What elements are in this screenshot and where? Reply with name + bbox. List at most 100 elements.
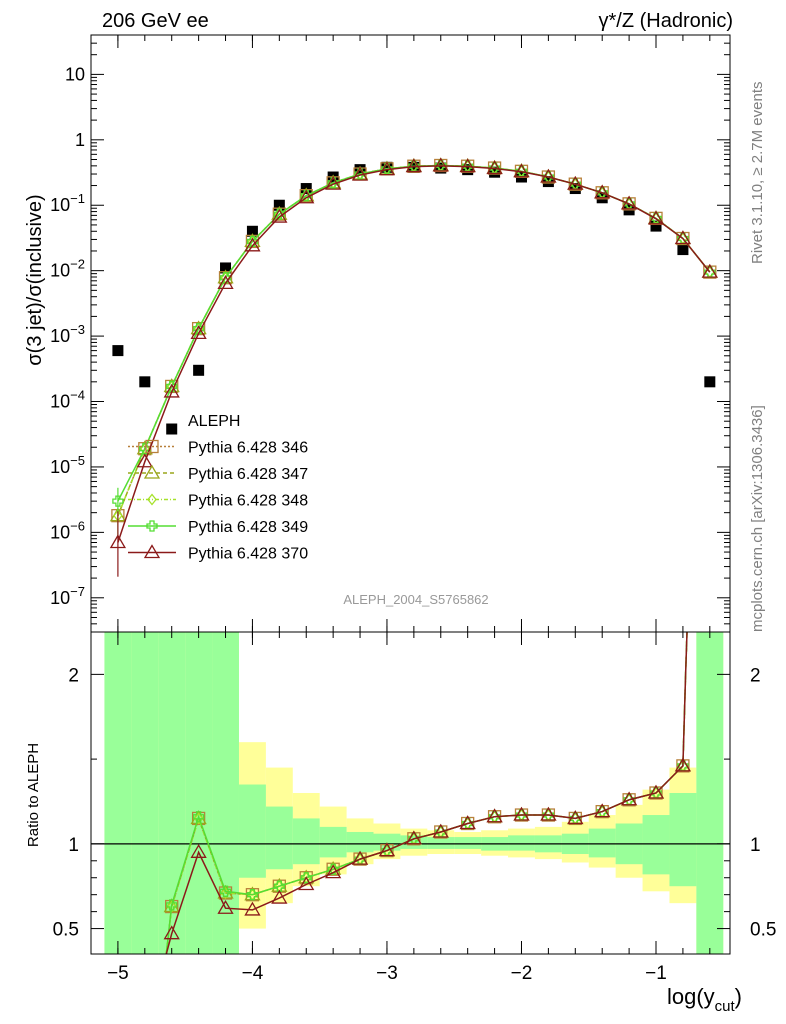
band-inner [346, 831, 374, 853]
header-right: γ*/Z (Hadronic) [599, 10, 733, 32]
ratio-point [192, 811, 205, 823]
ratio-point [459, 815, 476, 830]
legend-entry-aleph: ALEPH [188, 413, 240, 430]
main-frame [90, 34, 731, 633]
band-inner [454, 837, 482, 849]
data-point [136, 453, 153, 468]
y-tick-label: 1 [75, 130, 85, 150]
y-tick-label: 10−7 [50, 584, 85, 608]
y-tick-label: 10−1 [50, 191, 85, 215]
data-point [674, 230, 692, 245]
y-tick-label: 10−3 [50, 322, 85, 346]
ratio-point [674, 757, 692, 772]
band-inner [642, 815, 670, 875]
series-line [117, 164, 711, 516]
x-tick-label: −3 [376, 963, 398, 984]
ratio-point [567, 810, 584, 825]
ratio-y-tick-label-right: 1 [750, 835, 761, 856]
data-point [647, 210, 665, 225]
ratio-point [273, 880, 285, 892]
band-inner [669, 793, 697, 887]
data-point [190, 325, 207, 340]
ratio-axis-ticks: 0.5 0.5 1 1 2 2 −5 −4 −3 −2 −1 [53, 632, 776, 984]
legend-entry-pythia-6-428-348: Pythia 6.428 348 [128, 493, 308, 510]
data-point [432, 157, 449, 172]
data-point [567, 175, 584, 190]
data-point [677, 244, 689, 256]
ratio-y-tick-label: 2 [68, 665, 79, 686]
band-inner [588, 828, 616, 858]
ratio-point [351, 850, 369, 865]
data-point [109, 534, 127, 549]
legend-label: Pythia 6.428 346 [188, 440, 308, 457]
ratio-xlabel: log(ycut) [667, 984, 742, 1015]
band-inner [292, 818, 320, 865]
ratio-y-tick-label: 0.5 [53, 920, 79, 941]
ratio-y-tick-label: 1 [68, 835, 79, 856]
band-inner [400, 835, 428, 849]
ratio-point [271, 889, 288, 904]
series-line [117, 165, 711, 543]
main-ylabel: σ(3 jet)/σ(inclusive) [24, 194, 46, 365]
ratio-point [166, 899, 178, 911]
series-line [117, 164, 711, 516]
data-point [540, 168, 557, 183]
band-inner [508, 835, 535, 851]
legend-entry-pythia-6-428-346: Pythia 6.428 346 [128, 440, 308, 457]
band-inner [212, 632, 239, 954]
legend-marker [145, 439, 159, 454]
legend-entry-pythia-6-428-349: Pythia 6.428 349 [128, 519, 308, 536]
header-left: 206 GeV ee [102, 10, 209, 32]
y-tick-label: 10−6 [50, 518, 85, 542]
band-inner [131, 632, 159, 954]
ratio-point [647, 784, 665, 799]
data-point [246, 225, 258, 237]
ratio-point [163, 925, 180, 940]
ratio-point [513, 806, 530, 821]
ratio-series-pythia-6-428-370 [163, 631, 692, 955]
legend-label: Pythia 6.428 348 [188, 493, 308, 510]
legend-label: Pythia 6.428 347 [188, 466, 308, 483]
legend-entry-pythia-6-428-347: Pythia 6.428 347 [128, 464, 308, 483]
ratio-point [219, 885, 232, 897]
data-point [271, 208, 288, 223]
legend-label: ALEPH [188, 413, 240, 430]
ratio-point [327, 863, 339, 875]
ratio-point [244, 901, 261, 916]
ratio-point [246, 889, 259, 901]
data-point [112, 345, 124, 357]
ratio-line [165, 631, 688, 955]
band-inner [696, 632, 724, 954]
data-point [298, 189, 315, 204]
band-inner [104, 632, 132, 954]
data-point [405, 158, 422, 173]
data-point [594, 184, 611, 199]
y-tick-label: 10 [65, 64, 85, 84]
data-point [273, 199, 285, 211]
ratio-point [620, 791, 638, 806]
side-label-bottom: mcplots.cern.ch [arXiv:1306.3436] [749, 405, 766, 632]
ratio-point [298, 876, 315, 891]
ratio-point [190, 844, 207, 858]
data-point [112, 495, 124, 507]
data-point [620, 195, 638, 210]
main-axis-ticks: 10−7 10−6 10−5 10−4 10−3 10−2 10−1 1 10 [50, 34, 730, 633]
ratio-point [325, 864, 342, 879]
ratio-point [378, 842, 396, 857]
series-pythia-6-428-370 [109, 157, 718, 577]
side-label-top: Rivet 3.1.10, ≥ 2.7M events [749, 82, 766, 265]
legend-label: Pythia 6.428 370 [188, 546, 308, 563]
series-line [117, 164, 711, 516]
ratio-point [594, 803, 611, 818]
band-inner [238, 784, 266, 878]
y-tick-label: 10−2 [50, 257, 85, 281]
ratio-series-layer [163, 631, 692, 955]
x-tick-label: −5 [107, 963, 129, 984]
analysis-id: ALEPH_2004_S5765862 [343, 592, 488, 607]
main-series-layer [109, 157, 718, 577]
band-inner [427, 837, 455, 849]
data-point [217, 275, 234, 289]
data-point [273, 208, 285, 220]
band-inner [373, 833, 401, 851]
